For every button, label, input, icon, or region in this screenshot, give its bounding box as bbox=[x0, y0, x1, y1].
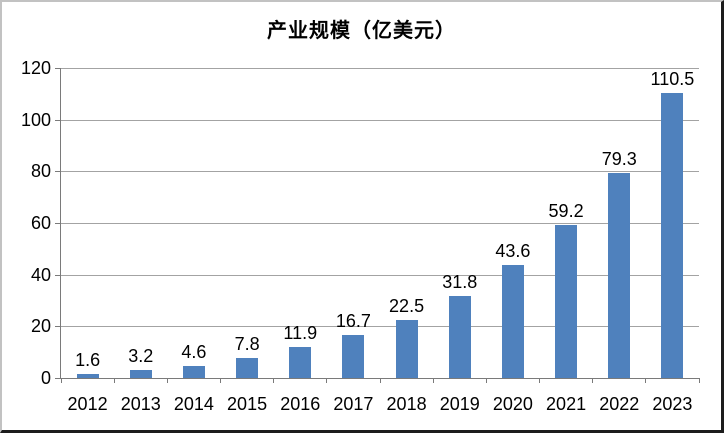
value-label-2020: 43.6 bbox=[495, 241, 531, 262]
x-axis-tick bbox=[698, 378, 700, 383]
bar-2015 bbox=[236, 357, 259, 378]
bar-2022 bbox=[608, 173, 631, 378]
value-label-2013: 3.2 bbox=[128, 345, 154, 366]
value-label-2012: 1.6 bbox=[75, 349, 101, 370]
bar-2014 bbox=[182, 366, 205, 378]
y-axis-tick bbox=[55, 223, 61, 224]
x-axis-tick bbox=[432, 378, 434, 383]
plot-area: 0 20 40 60 80 100 120 1.6 2012 3.2 2013 4.6 2014 7.8 2… bbox=[21, 58, 700, 414]
x-axis-tick bbox=[592, 378, 594, 383]
value-label-2018: 22.5 bbox=[389, 295, 425, 316]
gridline-40 bbox=[61, 274, 699, 276]
x-axis-tick bbox=[60, 378, 62, 383]
x-axis-tick bbox=[113, 378, 115, 383]
x-axis-label-2013: 2013 bbox=[120, 394, 161, 414]
bar-2013 bbox=[129, 369, 152, 378]
x-axis-label-2014: 2014 bbox=[173, 394, 214, 414]
value-label-2014: 4.6 bbox=[181, 342, 207, 363]
x-axis-label-2020: 2020 bbox=[492, 394, 533, 414]
x-axis-tick bbox=[539, 378, 540, 383]
x-axis-label-2015: 2015 bbox=[227, 394, 268, 414]
bar-2016 bbox=[289, 347, 312, 378]
x-axis-tick bbox=[485, 378, 487, 383]
gridline-100 bbox=[61, 119, 699, 121]
gridline-60 bbox=[61, 223, 699, 224]
y-axis-label: 0 bbox=[40, 368, 51, 388]
x-axis-tick bbox=[326, 378, 328, 383]
value-label-2016: 11.9 bbox=[283, 323, 318, 344]
x-axis-label-2018: 2018 bbox=[386, 394, 427, 414]
y-axis-label: 120 bbox=[20, 58, 51, 78]
gridline-120 bbox=[61, 68, 699, 69]
bar-2020 bbox=[501, 265, 524, 378]
x-axis-label-2012: 2012 bbox=[67, 394, 108, 414]
value-label-2021: 59.2 bbox=[548, 201, 584, 222]
bar-2019 bbox=[448, 295, 471, 378]
y-axis-label: 80 bbox=[30, 161, 51, 182]
value-label-2017: 16.7 bbox=[335, 310, 371, 331]
chart-title: 产业规模（亿美元） bbox=[267, 20, 456, 42]
y-axis-tick bbox=[55, 274, 61, 276]
x-axis-tick bbox=[166, 378, 168, 383]
bar-2018 bbox=[395, 319, 418, 378]
y-axis-label: 100 bbox=[20, 109, 51, 130]
gridline-80 bbox=[61, 171, 699, 173]
value-label-2023: 110.5 bbox=[650, 68, 695, 89]
x-axis-label-2017: 2017 bbox=[333, 394, 374, 414]
gridline-20 bbox=[61, 326, 699, 328]
y-axis-tick bbox=[55, 326, 61, 328]
y-axis-label: 40 bbox=[30, 264, 51, 285]
x-axis-label-2016: 2016 bbox=[280, 394, 321, 414]
x-axis-tick bbox=[220, 378, 221, 383]
x-axis-label-2021: 2021 bbox=[546, 394, 587, 414]
x-axis-label-2019: 2019 bbox=[439, 394, 480, 414]
bar-2017 bbox=[342, 334, 365, 378]
y-axis-tick bbox=[55, 378, 61, 379]
x-axis-tick bbox=[273, 378, 275, 383]
bar-2023 bbox=[661, 92, 684, 378]
x-axis-tick bbox=[379, 378, 381, 383]
y-axis-tick bbox=[55, 119, 61, 121]
x-axis-label-2022: 2022 bbox=[599, 394, 640, 414]
value-label-2019: 31.8 bbox=[442, 271, 478, 292]
x-axis-tick bbox=[645, 378, 647, 383]
bar-2012 bbox=[76, 373, 99, 378]
y-axis-label: 60 bbox=[30, 213, 51, 233]
bar-2021 bbox=[555, 225, 578, 378]
y-axis-tick bbox=[55, 68, 61, 69]
value-label-2015: 7.8 bbox=[234, 333, 260, 354]
y-axis-label: 20 bbox=[30, 316, 51, 337]
x-axis-label-2023: 2023 bbox=[652, 394, 693, 414]
value-label-2022: 79.3 bbox=[601, 149, 637, 170]
y-axis-tick bbox=[55, 171, 61, 173]
